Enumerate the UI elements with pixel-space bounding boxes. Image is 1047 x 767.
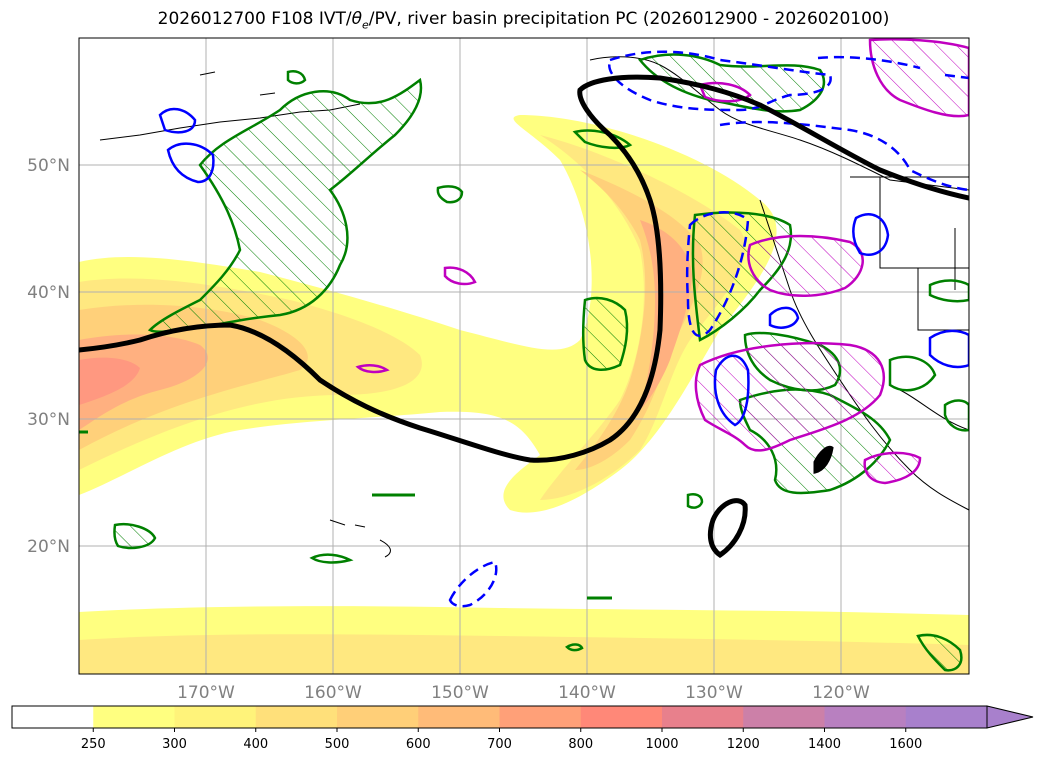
lon-label: 130°W xyxy=(685,683,743,703)
colorbar-swatch xyxy=(743,706,825,728)
colorbar-label: 700 xyxy=(487,737,512,752)
colorbar-swatch xyxy=(499,706,582,728)
colorbar-swatch xyxy=(824,706,907,728)
colorbar-swatch xyxy=(418,706,500,728)
colorbar-swatch xyxy=(255,706,338,728)
colorbar-extend-arrow xyxy=(986,705,1034,729)
lon-label: 150°W xyxy=(431,683,489,703)
colorbar-label: 1200 xyxy=(727,737,760,752)
colorbar-swatch xyxy=(93,706,175,728)
colorbar-label: 800 xyxy=(568,737,593,752)
colorbar-label: 600 xyxy=(406,737,431,752)
colorbar-label: 1400 xyxy=(808,737,841,752)
colorbar-swatch xyxy=(662,706,744,728)
lon-label: 160°W xyxy=(304,683,362,703)
map-frame xyxy=(78,37,970,675)
colorbar-label: 1600 xyxy=(889,737,922,752)
colorbar-swatch xyxy=(580,706,663,728)
lat-labels: 50°N 40°N 30°N 20°N xyxy=(27,156,70,557)
colorbar-swatch xyxy=(174,706,257,728)
colorbar-label: 250 xyxy=(81,737,106,752)
pv-contour xyxy=(79,74,969,559)
colorbar-swatch xyxy=(905,706,988,728)
lon-label: 120°W xyxy=(812,683,870,703)
map-area xyxy=(79,38,969,674)
colorbar-swatch xyxy=(12,706,94,728)
lon-labels: 170°W 160°W 150°W 140°W 130°W 120°W xyxy=(177,683,870,703)
lat-label: 30°N xyxy=(27,410,70,430)
lon-label: 140°W xyxy=(558,683,616,703)
precip-pc-negative xyxy=(355,38,969,485)
colorbar-label: 400 xyxy=(243,737,268,752)
lat-label: 50°N xyxy=(27,156,70,176)
theta-e-contours xyxy=(158,50,969,608)
lon-label: 170°W xyxy=(177,683,235,703)
colorbar-label: 500 xyxy=(325,737,350,752)
colorbar: 250 300 400 500 600 700 800 1000 1200 1400 1600 xyxy=(11,705,1034,752)
lat-label: 40°N xyxy=(27,283,70,303)
colorbar-swatch xyxy=(337,706,419,728)
lat-label: 20°N xyxy=(27,537,70,557)
colorbar-label: 300 xyxy=(162,737,187,752)
chart-title: 2026012700 F108 IVT/θe/PV, river basin p… xyxy=(157,9,890,32)
colorbar-label: 1000 xyxy=(645,737,678,752)
